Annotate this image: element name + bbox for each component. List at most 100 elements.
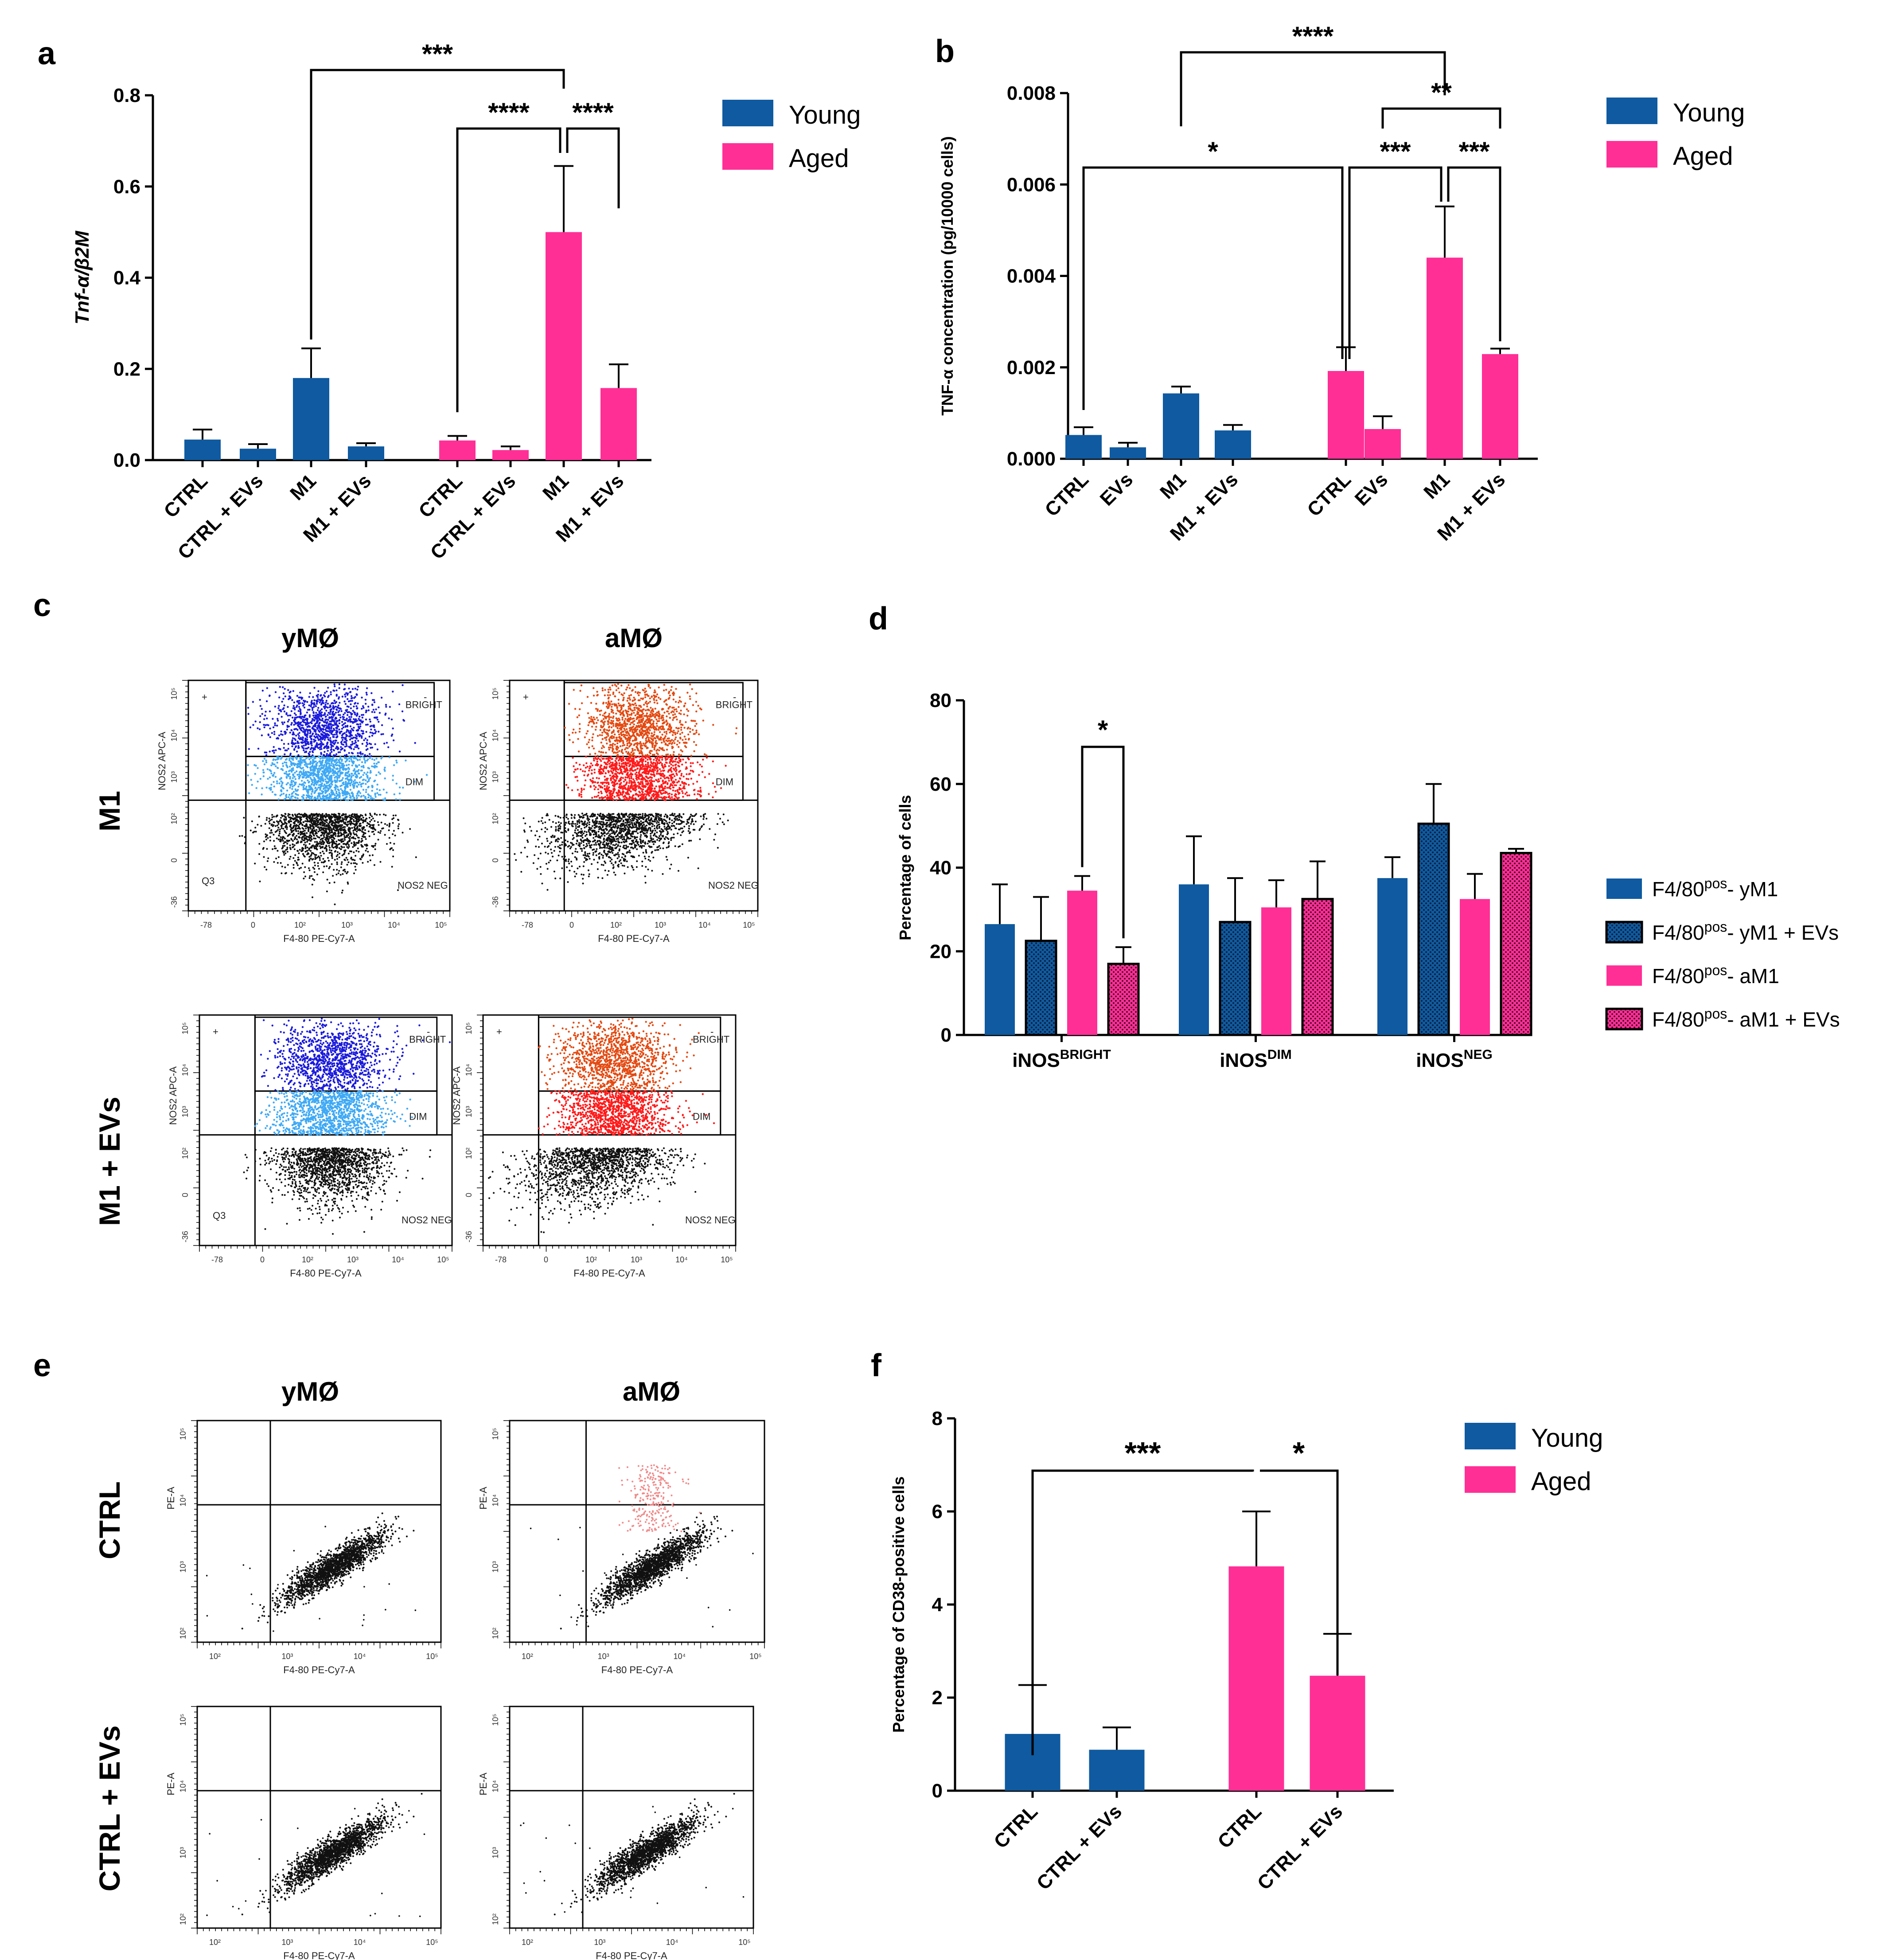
event-dot <box>322 718 324 719</box>
event-dot <box>668 692 670 694</box>
event-dot <box>308 836 310 838</box>
event-dot <box>324 784 325 785</box>
event-dot <box>665 689 667 691</box>
flow-y-tick-label: -36 <box>170 896 179 908</box>
chart-d-inos-populations: 020406080Percentage of cellsiNOSBRIGHT iN… <box>896 690 1840 1071</box>
event-dot <box>291 768 292 769</box>
event-dot <box>318 767 320 769</box>
y-tick-label: 2 <box>932 1687 943 1709</box>
event-dot <box>241 835 243 837</box>
event-dot <box>374 813 376 815</box>
event-dot <box>359 828 360 830</box>
event-dot <box>344 694 346 695</box>
event-dot <box>284 761 285 763</box>
event-dot <box>337 746 339 748</box>
event-dot <box>651 735 652 737</box>
event-dot <box>305 757 307 759</box>
event-dot <box>257 727 258 729</box>
event-dot <box>609 746 611 748</box>
event-dot <box>294 844 296 846</box>
event-dot <box>269 777 271 778</box>
event-dot <box>339 856 340 858</box>
event-dot <box>282 836 284 838</box>
event-dot <box>683 727 685 729</box>
event-dot <box>339 853 340 855</box>
event-dot <box>640 743 642 745</box>
bar-ctrl-evs-aged <box>492 450 529 460</box>
significance-label: * <box>1293 1436 1305 1470</box>
event-dot <box>350 744 352 746</box>
event-dot <box>360 776 362 778</box>
event-dot <box>364 829 366 831</box>
event-dot <box>368 709 370 711</box>
event-dot <box>363 826 365 828</box>
event-dot <box>322 779 324 781</box>
bar-ctrl-young <box>1065 435 1102 459</box>
event-dot <box>320 798 322 800</box>
x-tick-label: CTRL <box>1303 469 1355 521</box>
event-dot <box>342 718 344 720</box>
event-dot <box>686 728 688 730</box>
event-dot <box>364 760 366 762</box>
y-tick-label: 80 <box>930 690 951 711</box>
x-tick-label: EVs <box>1096 469 1137 510</box>
event-dot <box>315 712 317 714</box>
event-dot <box>346 754 347 756</box>
event-dot <box>370 819 372 821</box>
event-dot <box>318 739 320 741</box>
event-dot <box>295 739 296 741</box>
event-dot <box>384 834 386 836</box>
event-dot <box>374 848 376 850</box>
event-dot <box>320 819 322 821</box>
event-dot <box>264 715 266 716</box>
event-dot <box>327 857 329 859</box>
event-dot <box>318 711 320 713</box>
event-dot <box>294 783 296 785</box>
event-dot <box>317 698 319 700</box>
event-dot <box>267 724 269 726</box>
event-dot <box>319 859 321 861</box>
event-dot <box>328 734 330 736</box>
event-dot <box>313 687 315 689</box>
event-dot <box>304 775 305 777</box>
event-dot <box>393 764 395 766</box>
event-dot <box>275 765 277 767</box>
event-dot <box>372 846 374 848</box>
event-dot <box>356 863 358 865</box>
event-dot <box>359 723 361 725</box>
event-dot <box>275 776 277 778</box>
event-dot <box>356 777 358 778</box>
event-dot <box>311 784 312 785</box>
event-dot <box>323 754 325 756</box>
event-dot <box>365 703 366 705</box>
event-dot <box>286 758 288 760</box>
event-dot <box>310 855 312 857</box>
event-dot <box>365 724 367 726</box>
event-dot <box>336 694 338 695</box>
event-dot <box>695 701 697 703</box>
event-dot <box>337 742 339 744</box>
event-dot <box>319 748 321 750</box>
event-dot <box>338 822 339 824</box>
event-dot <box>353 819 355 821</box>
event-dot <box>366 771 368 773</box>
event-dot <box>320 773 322 775</box>
event-dot <box>347 775 349 777</box>
event-dot <box>278 782 280 784</box>
event-dot <box>325 710 327 711</box>
event-dot <box>398 703 400 705</box>
event-dot <box>611 706 612 707</box>
event-dot <box>311 742 312 743</box>
event-dot <box>299 783 300 785</box>
event-dot <box>332 757 334 758</box>
event-dot <box>334 702 336 704</box>
event-dot <box>311 814 313 816</box>
event-dot <box>347 821 349 823</box>
event-dot <box>331 828 333 830</box>
event-dot <box>348 716 350 718</box>
event-dot <box>316 835 318 837</box>
event-dot <box>282 708 284 710</box>
event-dot <box>303 821 304 823</box>
bar-ctrl-aged <box>1229 1566 1284 1791</box>
event-dot <box>573 689 575 691</box>
